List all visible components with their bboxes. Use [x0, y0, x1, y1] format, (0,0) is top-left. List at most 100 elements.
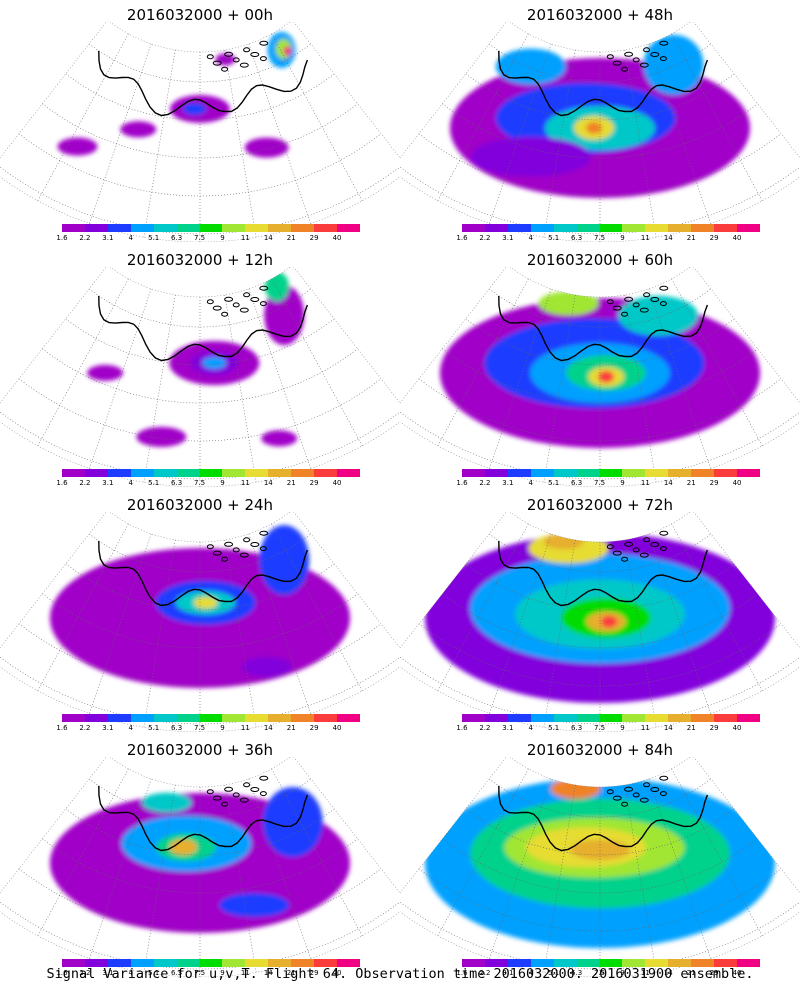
colorbar-swatch	[507, 959, 531, 967]
island-outline	[243, 537, 251, 543]
colorbar-tick-label: 29	[309, 234, 319, 242]
colorbar-swatch	[222, 224, 246, 232]
island-outline	[212, 305, 222, 311]
domain-outline	[0, 512, 400, 732]
island-outline	[632, 792, 640, 798]
island-outline	[621, 66, 629, 72]
colorbar-tick-label: 7.5	[593, 479, 606, 487]
variance-contour	[193, 596, 218, 609]
colorbar-swatch	[668, 714, 692, 722]
island-outline	[259, 285, 269, 291]
longitude-line	[248, 43, 311, 224]
map-panel: 2016032000 + 60h 1.6 2.2 3.1 4 5.1 6.3 7.5 9 11 14…	[400, 245, 800, 490]
map-plot	[400, 757, 800, 977]
colorbar-tick-label: 9	[220, 969, 225, 977]
colorbar-swatch	[222, 469, 246, 477]
colorbar-tick-label: 14	[663, 969, 673, 977]
colorbar-swatch	[337, 714, 360, 722]
variance-contour	[586, 121, 602, 134]
colorbar-swatch	[462, 224, 485, 232]
colorbar-swatch	[691, 959, 715, 967]
colorbar-tick-label: 1.6	[56, 969, 68, 977]
map-panel: 2016032000 + 48h 1.6 2.2 3.1 4 5.1 6.3 7.5 9 11 14…	[400, 0, 800, 245]
colorbar-swatch	[268, 469, 292, 477]
colorbar-swatch	[691, 714, 715, 722]
island-outline	[643, 292, 651, 298]
island-outline	[221, 311, 229, 317]
colorbar-tick-label: 29	[709, 234, 719, 242]
colorbar-swatch	[553, 224, 577, 232]
colorbar-swatch	[107, 714, 131, 722]
island-outline	[643, 537, 651, 543]
colorbar-swatch	[599, 469, 623, 477]
colorbar-tick-label: 29	[709, 479, 719, 487]
colorbar-swatch	[62, 714, 85, 722]
colorbar-tick-label: 40	[732, 234, 742, 242]
colorbar-swatch	[484, 224, 508, 232]
colorbar-tick-label: 3.1	[502, 724, 514, 732]
latitude-line	[465, 318, 735, 366]
colorbar-swatch	[553, 959, 577, 967]
colorbar-swatch	[314, 959, 338, 967]
colorbar-swatch	[668, 959, 692, 967]
island-outline	[239, 307, 249, 313]
colorbar-tick-label: 14	[263, 479, 273, 487]
colorbar-swatch	[530, 469, 554, 477]
colorbar-tick-label: 1.6	[56, 234, 68, 242]
latitude-line	[442, 348, 758, 404]
latitude-line	[465, 73, 735, 121]
colorbar-tick-label: 2.2	[479, 969, 491, 977]
colorbar-tick-label: 40	[332, 234, 342, 242]
colorbar-swatch	[314, 714, 338, 722]
island-outline	[659, 301, 667, 307]
colorbar-tick-label: 6.3	[571, 234, 583, 242]
latitude-line	[65, 808, 335, 856]
colorbar-tick-label: 6.3	[571, 724, 583, 732]
map-panel: 2016032000 + 00h 1.6 2.2 3.1 4 5.1 6.3 7.5 9 11 14…	[0, 0, 400, 245]
island-outline	[224, 51, 234, 57]
colorbar-labels: 1.6 2.2 3.1 4 5.1 6.3 7.5 9 11 14 21 29 40	[56, 724, 360, 734]
colorbar-swatch	[245, 959, 269, 967]
island-outline	[259, 40, 269, 46]
colorbar-tick-label: 11	[240, 969, 250, 977]
coastline	[498, 540, 709, 607]
variance-contour	[57, 137, 98, 156]
colorbar-swatch	[599, 224, 623, 232]
latitude-line	[65, 73, 335, 121]
latitude-line	[42, 103, 358, 159]
latitude-line	[0, 163, 400, 235]
colorbar	[62, 469, 360, 477]
variance-contour	[182, 102, 207, 115]
colorbar-tick-label: 2.2	[479, 234, 491, 242]
colorbar-swatch	[176, 959, 200, 967]
island-outline	[232, 302, 240, 308]
colorbar-swatch	[222, 714, 246, 722]
colorbar-swatch	[222, 959, 246, 967]
colorbar-tick-label: 4	[128, 724, 133, 732]
island-outline	[221, 556, 229, 562]
colorbar-tick-label: 14	[663, 479, 673, 487]
island-outline	[650, 542, 660, 547]
colorbar-swatch	[576, 224, 600, 232]
variance-field	[400, 33, 800, 242]
colorbar-tick-label: 3.1	[502, 234, 514, 242]
island-outline	[206, 789, 214, 795]
colorbar-tick-label: 11	[240, 234, 250, 242]
variance-contour	[261, 430, 298, 447]
island-outline	[606, 789, 614, 795]
variance-contour	[265, 271, 289, 302]
colorbar-tick-label: 14	[263, 969, 273, 977]
latitude-line	[442, 838, 758, 894]
colorbar-tick-label: 1.6	[456, 724, 468, 732]
colorbar-swatch	[576, 714, 600, 722]
colorbar-swatch	[576, 959, 600, 967]
colorbar-swatch	[153, 714, 177, 722]
colorbar-tick-label: 14	[263, 234, 273, 242]
latitude-line	[42, 348, 358, 404]
colorbar-swatch	[291, 224, 315, 232]
colorbar-tick-label: 40	[732, 479, 742, 487]
colorbar-swatch	[176, 469, 200, 477]
colorbar-tick-label: 40	[332, 479, 342, 487]
colorbar-tick-label: 5.1	[148, 479, 160, 487]
map-panel: 2016032000 + 36h 1.6 2.2 3.1 4 5.1 6.3 7.5 9 11 14…	[0, 735, 400, 980]
